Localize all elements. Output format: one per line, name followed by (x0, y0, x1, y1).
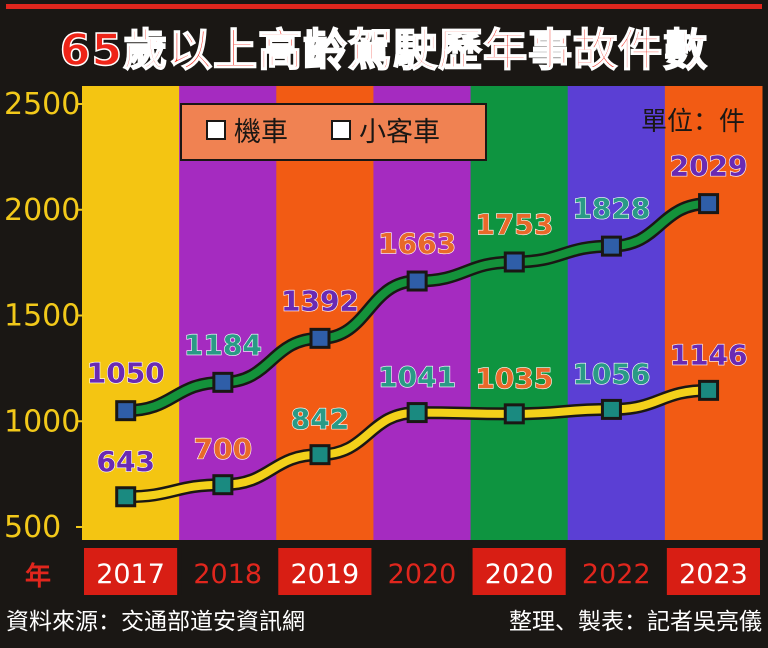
legend-swatch-motorcycle (206, 120, 226, 140)
y-tick-label: 2000 (4, 193, 80, 228)
x-tick-label: 2018 (193, 559, 262, 590)
data-label-motorcycle: 1392 (281, 284, 359, 317)
data-point-car (212, 474, 234, 496)
data-label-motorcycle: 1753 (475, 208, 553, 241)
legend-label-motorcycle: 機車 (234, 117, 288, 148)
data-point-motorcycle (600, 235, 622, 257)
stripe (373, 86, 472, 540)
y-axis: 2500 2000 1500 1000 500 (4, 87, 84, 545)
x-tick-label: 2020 (388, 559, 457, 590)
data-label-car: 700 (194, 433, 252, 466)
chart-title: 65歲以上高齡駕駛歷年事故件數 (59, 24, 709, 77)
data-label-motorcycle: 2029 (670, 150, 748, 183)
data-point-car (115, 486, 137, 508)
data-label-car: 1041 (378, 361, 456, 394)
series-lines: 1050 1184 1392 1663 1753 1828 2029 643 700 842 104… (86, 149, 748, 508)
x-tick-label: 2020 (485, 559, 554, 590)
data-label-motorcycle: 1828 (572, 192, 650, 225)
data-point-car (406, 402, 428, 424)
y-tick-label: 500 (4, 510, 61, 545)
data-point-car (503, 403, 525, 425)
y-tick-label: 1000 (4, 404, 80, 439)
year-box (278, 548, 372, 595)
year-box (375, 548, 469, 595)
x-tick-label: 2023 (679, 559, 748, 590)
legend-label-car: 小客車 (359, 117, 440, 148)
credit-text: 整理、製表：記者吳亮儀 (509, 609, 762, 635)
stripe (567, 86, 666, 540)
stripe (82, 86, 180, 540)
data-label-car: 842 (291, 403, 349, 436)
data-point-motorcycle (115, 400, 137, 422)
unit-label: 單位：件 (641, 107, 745, 137)
x-tick-label: 2017 (96, 559, 165, 590)
line-chart: 單位：件 2500 2000 1500 1000 500 1050 1184 1392 166… (4, 86, 763, 595)
year-box (181, 548, 275, 595)
year-box (472, 548, 566, 595)
data-label-motorcycle: 1184 (184, 328, 262, 361)
legend: 機車 小客車 (180, 103, 487, 161)
data-point-car (309, 444, 331, 466)
data-label-car: 643 (96, 445, 154, 478)
data-label-car: 1056 (572, 357, 650, 390)
data-point-motorcycle (309, 327, 331, 349)
footer: 資料來源：交通部道安資訊網 整理、製表：記者吳亮儀 (6, 600, 762, 644)
data-point-car (698, 379, 720, 401)
stripe (664, 86, 763, 540)
source-text: 資料來源：交通部道安資訊網 (6, 609, 305, 635)
year-label: 年 (25, 561, 51, 592)
y-tick-label: 2500 (4, 87, 80, 122)
stripe (179, 86, 277, 540)
year-box (569, 548, 663, 595)
year-box (84, 548, 178, 595)
data-point-car (600, 398, 622, 420)
data-point-motorcycle (406, 270, 428, 292)
stripe (470, 86, 569, 540)
data-point-motorcycle (212, 371, 234, 393)
data-label-car: 1146 (670, 338, 748, 371)
x-tick-label: 2019 (290, 559, 359, 590)
data-point-motorcycle (503, 251, 525, 273)
data-point-motorcycle (698, 193, 720, 215)
y-tick-label: 1500 (4, 299, 80, 334)
x-tick-label: 2022 (582, 559, 651, 590)
data-label-motorcycle: 1050 (87, 357, 165, 390)
legend-swatch-car (331, 120, 351, 140)
x-axis: 年 2017 2018 2019 2020 2020 2022 2023 (25, 548, 760, 595)
top-rule (6, 4, 762, 9)
data-label-car: 1035 (475, 362, 553, 395)
year-box (666, 548, 760, 595)
data-label-motorcycle: 1663 (378, 227, 456, 260)
